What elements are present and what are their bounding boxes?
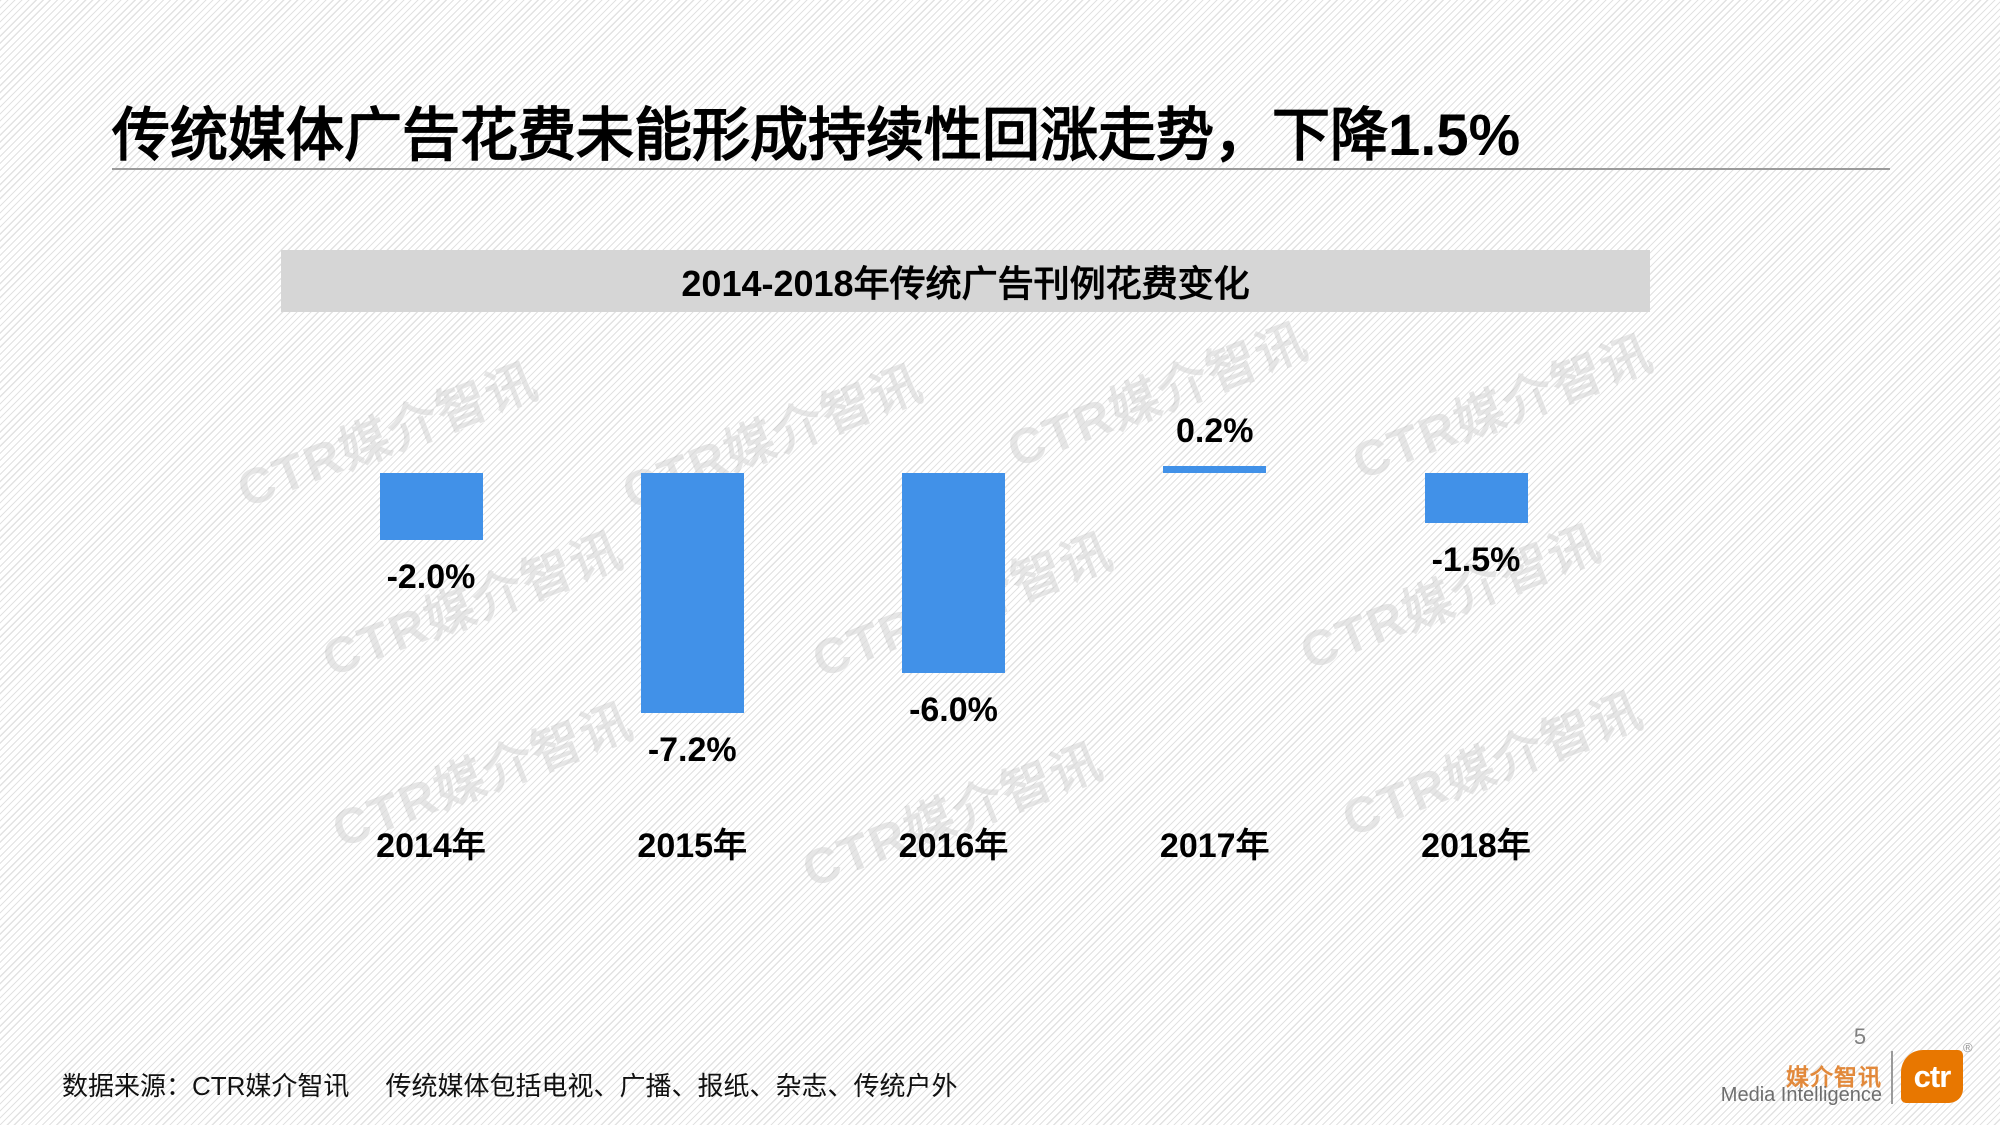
value-label: 0.2% xyxy=(1176,412,1254,450)
value-label: -1.5% xyxy=(1431,541,1521,579)
ctr-logo: ctr xyxy=(1901,1050,1963,1103)
category-label: 2015年 xyxy=(637,827,748,865)
category-label: 2018年 xyxy=(1421,827,1531,865)
bar-2016年 xyxy=(902,473,1005,673)
data-source-text: 数据来源：CTR媒介智讯 xyxy=(62,1071,350,1101)
value-label: -7.2% xyxy=(647,731,737,769)
logo-divider xyxy=(1891,1051,1893,1104)
value-label: -6.0% xyxy=(909,691,998,729)
source-note: 数据来源：CTR媒介智讯 传统媒体包括电视、广播、报纸、杂志、传统户外 xyxy=(62,1066,957,1103)
value-label: -2.0% xyxy=(386,558,476,596)
page-title: 传统媒体广告花费未能形成持续性回涨走势，下降1.5% xyxy=(112,103,1521,168)
category-label: 2014年 xyxy=(376,827,486,865)
title-underline xyxy=(112,168,1890,170)
bar-2017年 xyxy=(1163,466,1267,473)
bar-2015年 xyxy=(640,473,744,713)
chart-title-banner: 2014-2018年传统广告刊例花费变化 xyxy=(281,250,1650,312)
registered-trademark-icon: ® xyxy=(1963,1040,1973,1055)
chart-title: 2014-2018年传统广告刊例花费变化 xyxy=(681,263,1250,304)
media-scope-text: 传统媒体包括电视、广播、报纸、杂志、传统户外 xyxy=(385,1071,958,1101)
brand-name-chinese: 媒介智讯 xyxy=(1786,1064,1882,1090)
category-label: 2017年 xyxy=(1159,827,1270,865)
ctr-logo-text: ctr xyxy=(1913,1059,1952,1094)
brand-name-english: Media Intelligence xyxy=(1720,1084,1882,1106)
bar-2018年 xyxy=(1424,473,1528,523)
bar-2014年 xyxy=(379,473,483,540)
page-number: 5 xyxy=(1853,1024,1867,1049)
category-label: 2016年 xyxy=(898,827,1009,865)
